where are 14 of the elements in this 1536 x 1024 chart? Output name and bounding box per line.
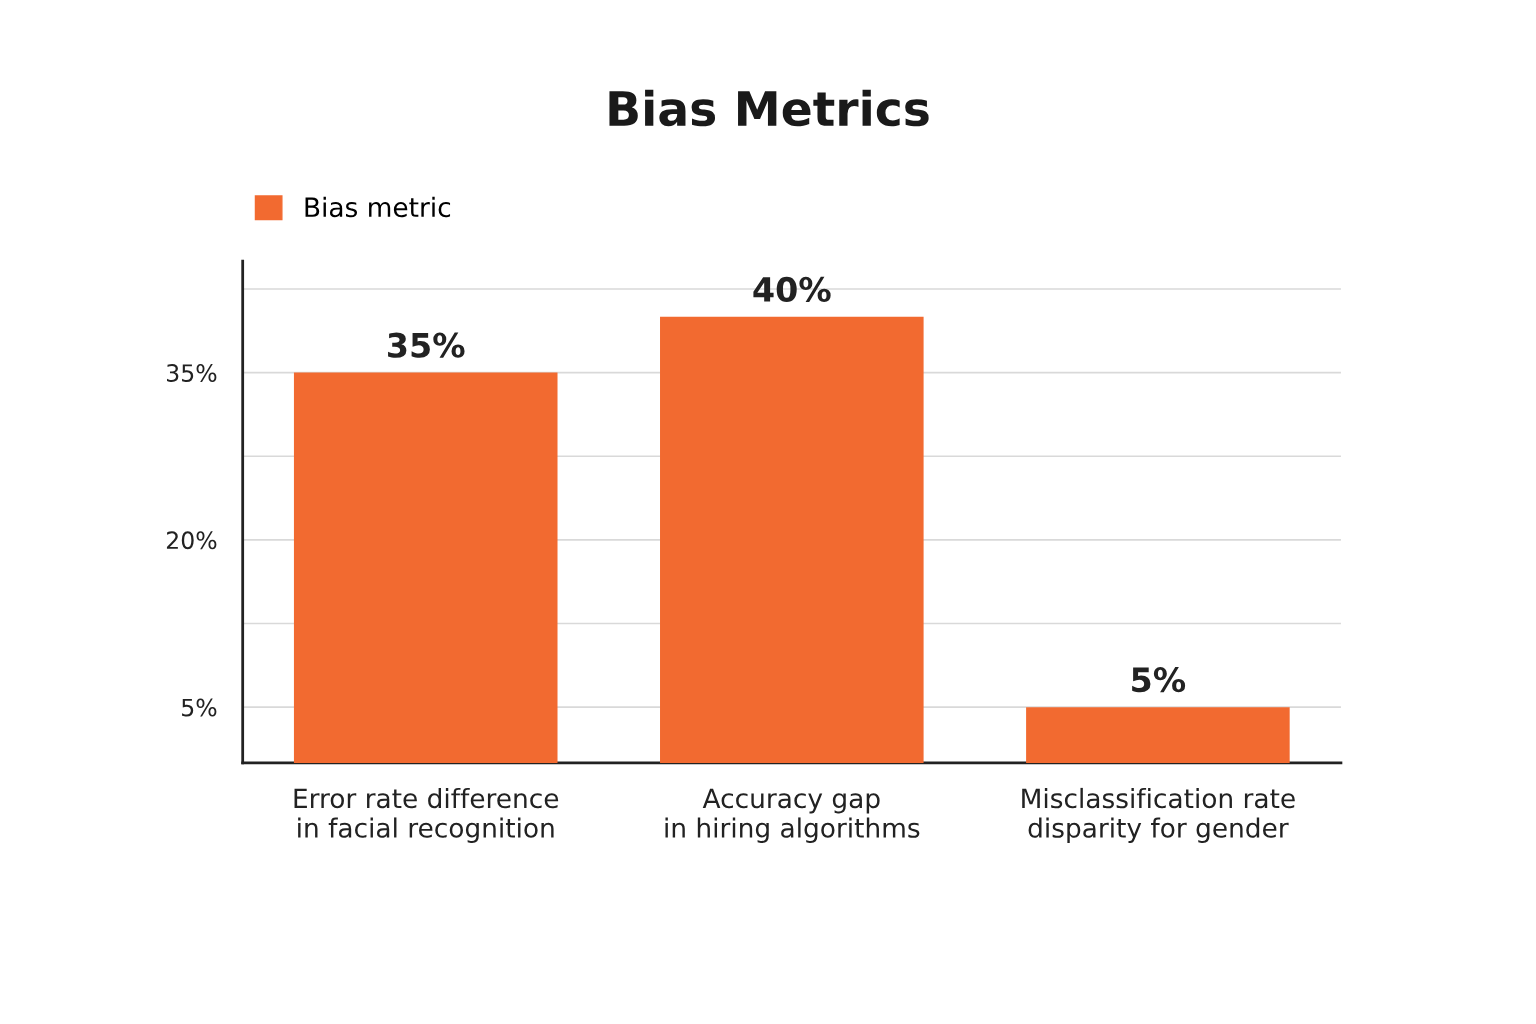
y-tick-label: 35%	[167, 364, 217, 382]
x-tick-label: Error rate difference in facial recognition	[294, 787, 559, 843]
chart-title: Bias Metrics	[609, 89, 929, 127]
y-tick-label: 20%	[166, 531, 217, 550]
y-tick-label: 5%	[182, 698, 217, 717]
data-label: 40%	[753, 276, 831, 303]
bar	[293, 372, 558, 763]
bar	[660, 316, 924, 763]
x-tick-label: Misclassification rate disparity for gender	[1022, 787, 1295, 843]
data-label: 35%	[388, 332, 465, 358]
legend-label: Bias metric	[305, 196, 451, 218]
bar	[1026, 707, 1290, 763]
x-tick-label: Accuracy gap in hiring algorithms	[665, 788, 920, 843]
data-label: 5%	[1132, 667, 1186, 693]
